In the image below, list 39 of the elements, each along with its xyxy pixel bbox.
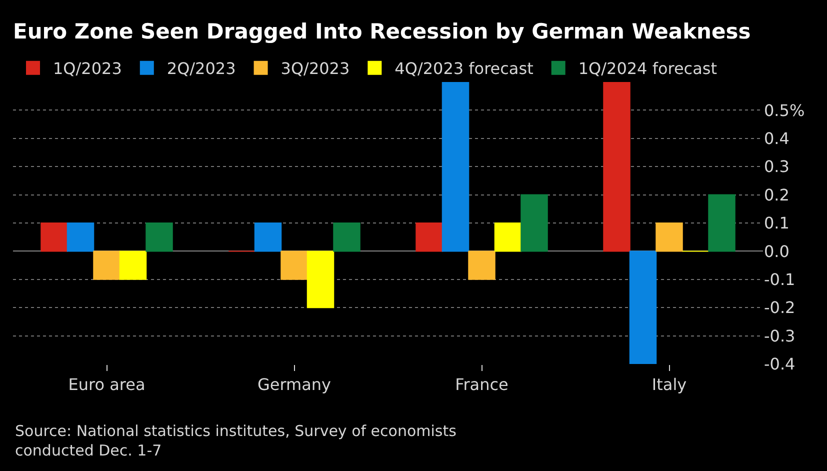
bar <box>40 222 68 252</box>
y-tick-label: 0.0 <box>764 242 790 261</box>
y-tick-label: -0.2 <box>764 298 796 318</box>
x-tick-label: Italy <box>652 375 687 394</box>
bar <box>416 222 443 252</box>
y-tick-label: 0.3 <box>764 157 790 176</box>
bar <box>333 222 360 252</box>
bar <box>494 222 522 252</box>
x-tick-label: France <box>455 375 508 394</box>
legend-label: 3Q/2023 <box>280 59 350 78</box>
legend-label: 4Q/2023 forecast <box>394 59 534 78</box>
legend-label: 1Q/2024 forecast <box>578 59 718 78</box>
bar <box>656 222 683 252</box>
bar <box>280 250 308 280</box>
x-tick-label: Euro area <box>68 375 146 394</box>
legend-label: 2Q/2023 <box>166 59 236 78</box>
chart-title: Euro Zone Seen Dragged Into Recession by German Weakness <box>13 19 751 44</box>
bar <box>442 82 470 252</box>
y-tick-label: -0.3 <box>764 326 796 346</box>
y-tick-label: 0.4 <box>764 129 790 148</box>
bar <box>146 222 173 252</box>
source-note: Source: National statistics institutes, Survey of economists conducted Dec. 1-7 <box>15 422 457 460</box>
bar <box>254 222 282 252</box>
bar <box>119 250 147 280</box>
bar <box>603 82 630 252</box>
y-tick-label: -0.1 <box>764 270 796 289</box>
x-tick-label: Germany <box>257 375 332 394</box>
bar <box>629 250 657 364</box>
bar <box>708 194 736 252</box>
y-tick-label: 0.2 <box>764 185 790 204</box>
y-tick-label: 0.5% <box>764 100 805 120</box>
bar <box>93 250 120 280</box>
y-tick-label: -0.4 <box>764 354 796 374</box>
bar <box>520 194 548 252</box>
bar <box>306 250 334 308</box>
bar <box>66 222 94 252</box>
bar <box>468 250 496 280</box>
y-tick-label: 0.1 <box>764 214 790 233</box>
legend-label: 1Q/2023 <box>53 59 122 78</box>
